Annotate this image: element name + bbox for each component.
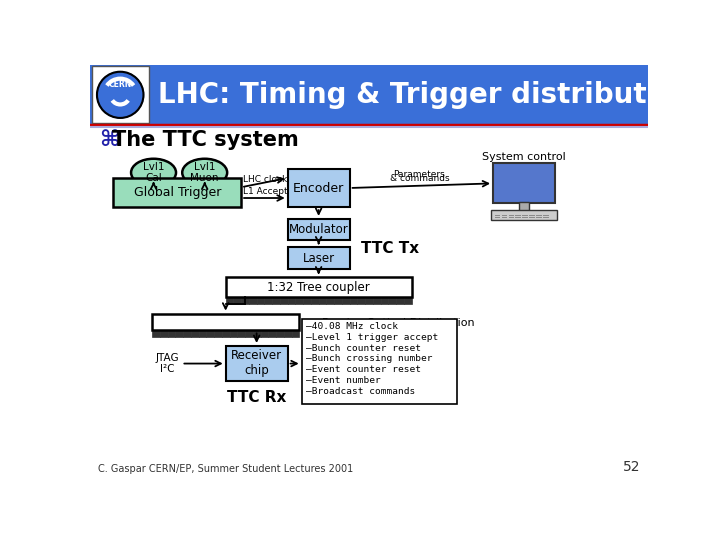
Text: The TTC system: The TTC system	[112, 130, 299, 150]
Ellipse shape	[182, 159, 228, 186]
FancyBboxPatch shape	[261, 330, 269, 336]
Text: CERN: CERN	[109, 80, 132, 89]
Text: –Event counter reset: –Event counter reset	[306, 365, 421, 374]
FancyBboxPatch shape	[256, 298, 264, 303]
FancyBboxPatch shape	[241, 298, 249, 303]
Text: Laser: Laser	[302, 252, 335, 265]
FancyBboxPatch shape	[222, 330, 230, 336]
Text: LHC: Timing & Trigger distribution: LHC: Timing & Trigger distribution	[158, 81, 696, 109]
FancyBboxPatch shape	[225, 278, 412, 298]
Circle shape	[97, 72, 143, 118]
FancyBboxPatch shape	[518, 202, 529, 211]
Text: Lvl1
Muon: Lvl1 Muon	[191, 162, 219, 184]
FancyBboxPatch shape	[302, 319, 456, 403]
Text: –40.08 MHz clock: –40.08 MHz clock	[306, 322, 398, 331]
FancyBboxPatch shape	[287, 219, 350, 240]
FancyBboxPatch shape	[160, 330, 168, 336]
FancyBboxPatch shape	[381, 298, 388, 303]
FancyBboxPatch shape	[493, 164, 555, 204]
Text: TTC Rx: TTC Rx	[227, 390, 287, 405]
Text: 1:32 Tree coupler: 1:32 Tree coupler	[267, 281, 370, 294]
Text: Passive Optical Distribution: Passive Optical Distribution	[323, 318, 475, 328]
Text: Modulator: Modulator	[289, 223, 348, 236]
Text: 52: 52	[623, 461, 640, 475]
FancyBboxPatch shape	[287, 168, 350, 207]
Text: Encoder: Encoder	[293, 181, 344, 194]
FancyBboxPatch shape	[404, 298, 412, 303]
FancyBboxPatch shape	[152, 330, 160, 336]
FancyBboxPatch shape	[90, 65, 648, 125]
FancyBboxPatch shape	[276, 330, 284, 336]
FancyBboxPatch shape	[319, 298, 326, 303]
FancyBboxPatch shape	[230, 330, 238, 336]
FancyBboxPatch shape	[326, 298, 334, 303]
FancyBboxPatch shape	[91, 66, 149, 123]
FancyBboxPatch shape	[253, 330, 261, 336]
Text: & commands: & commands	[390, 174, 449, 184]
FancyBboxPatch shape	[492, 211, 557, 220]
Text: JTAG
I²C: JTAG I²C	[156, 353, 179, 374]
FancyBboxPatch shape	[152, 314, 300, 330]
FancyBboxPatch shape	[287, 247, 350, 269]
FancyBboxPatch shape	[334, 298, 342, 303]
Text: –Bunch crossing number: –Bunch crossing number	[306, 354, 433, 363]
Text: Lvl1
Cal: Lvl1 Cal	[143, 162, 164, 184]
Ellipse shape	[131, 159, 176, 186]
FancyBboxPatch shape	[245, 330, 253, 336]
FancyBboxPatch shape	[342, 298, 350, 303]
FancyBboxPatch shape	[264, 298, 272, 303]
FancyBboxPatch shape	[357, 298, 365, 303]
FancyBboxPatch shape	[350, 298, 357, 303]
FancyBboxPatch shape	[206, 330, 214, 336]
Text: –Event number: –Event number	[306, 376, 381, 385]
Text: TTC Tx: TTC Tx	[361, 240, 419, 255]
FancyBboxPatch shape	[168, 330, 175, 336]
FancyBboxPatch shape	[214, 330, 222, 336]
Text: Receiver
chip: Receiver chip	[231, 349, 282, 377]
Text: –Level 1 trigger accept: –Level 1 trigger accept	[306, 333, 438, 342]
FancyBboxPatch shape	[303, 298, 311, 303]
FancyBboxPatch shape	[272, 298, 280, 303]
FancyBboxPatch shape	[280, 298, 287, 303]
FancyBboxPatch shape	[295, 298, 303, 303]
FancyBboxPatch shape	[388, 298, 396, 303]
FancyBboxPatch shape	[284, 330, 292, 336]
Text: C. Gaspar CERN/EP, Summer Student Lectures 2001: C. Gaspar CERN/EP, Summer Student Lectur…	[98, 464, 353, 475]
Text: –Broadcast commands: –Broadcast commands	[306, 387, 415, 396]
Text: –Bunch counter reset: –Bunch counter reset	[306, 343, 421, 353]
FancyBboxPatch shape	[225, 298, 233, 303]
FancyBboxPatch shape	[238, 330, 245, 336]
FancyBboxPatch shape	[287, 298, 295, 303]
FancyBboxPatch shape	[113, 178, 241, 207]
FancyBboxPatch shape	[233, 298, 241, 303]
FancyBboxPatch shape	[249, 298, 256, 303]
FancyBboxPatch shape	[373, 298, 381, 303]
FancyBboxPatch shape	[199, 330, 206, 336]
FancyBboxPatch shape	[183, 330, 191, 336]
FancyBboxPatch shape	[191, 330, 199, 336]
FancyBboxPatch shape	[269, 330, 276, 336]
Text: ⌘: ⌘	[99, 130, 120, 150]
FancyBboxPatch shape	[225, 346, 287, 381]
Text: LHC clock: LHC clock	[243, 175, 288, 184]
FancyBboxPatch shape	[311, 298, 319, 303]
FancyBboxPatch shape	[396, 298, 404, 303]
FancyBboxPatch shape	[175, 330, 183, 336]
FancyBboxPatch shape	[365, 298, 373, 303]
Text: L1 Accept: L1 Accept	[243, 187, 288, 197]
Text: Parameters: Parameters	[394, 170, 445, 179]
Text: System control: System control	[482, 152, 566, 162]
Text: Global Trigger: Global Trigger	[133, 186, 221, 199]
FancyBboxPatch shape	[292, 330, 300, 336]
